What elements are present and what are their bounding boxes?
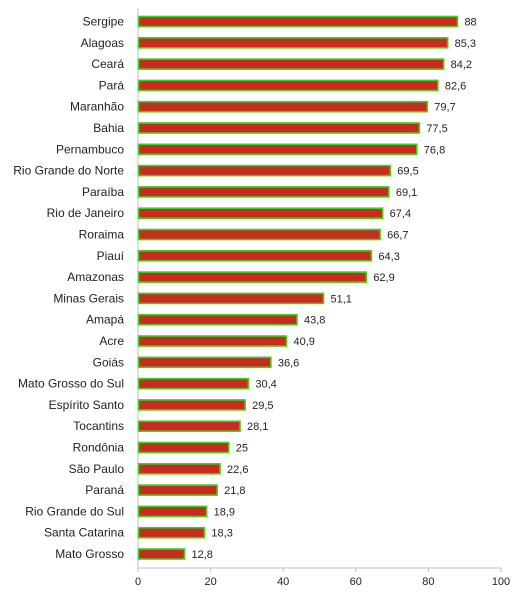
value-label: 62,9: [373, 272, 394, 284]
x-tick-label: 60: [350, 576, 362, 588]
bar: [137, 122, 421, 134]
bar: [137, 441, 230, 454]
category-label: Paraíba: [82, 185, 124, 199]
value-label: 12,8: [191, 549, 212, 561]
bar: [137, 15, 459, 28]
category-label: Mato Grosso: [55, 547, 124, 561]
value-label: 84,2: [451, 59, 472, 71]
value-label: 88: [464, 17, 476, 29]
bar: [137, 505, 208, 518]
bar: [137, 250, 373, 262]
category-label: Santa Catarina: [44, 526, 124, 540]
bar: [137, 292, 325, 305]
value-label: 51,1: [330, 293, 351, 305]
category-label: Ceará: [91, 57, 124, 71]
category-label: Rio Grande do Norte: [13, 164, 124, 178]
bar: [137, 228, 381, 241]
bar: [137, 335, 288, 347]
category-label: Maranhão: [70, 100, 124, 114]
x-tick-label: 20: [204, 576, 216, 588]
bar: [137, 462, 221, 475]
bar: [137, 100, 429, 113]
value-label: 21,8: [224, 485, 245, 497]
bar: [137, 548, 186, 560]
bar: [137, 484, 218, 496]
category-label: Amapá: [86, 313, 124, 327]
value-label: 66,7: [387, 230, 408, 242]
value-label: 18,3: [211, 528, 232, 540]
category-label: Acre: [99, 334, 124, 348]
value-label: 36,6: [278, 357, 299, 369]
category-label: Piauí: [97, 249, 125, 263]
category-label: Sergipe: [83, 15, 125, 29]
value-label: 69,5: [397, 166, 418, 178]
x-tick-label: 80: [422, 576, 434, 588]
value-label: 85,3: [455, 38, 476, 50]
category-label: Rondônia: [73, 441, 125, 455]
bar: [137, 186, 390, 198]
value-label: 79,7: [434, 102, 455, 114]
bar: [137, 79, 439, 92]
category-label: Amazonas: [67, 270, 124, 284]
category-label: Pernambuco: [56, 142, 124, 156]
category-label: Pará: [99, 78, 125, 92]
bar: [137, 58, 445, 70]
value-label: 76,8: [424, 144, 445, 156]
value-label: 25: [236, 443, 248, 455]
value-label: 30,4: [255, 379, 276, 391]
value-label: 28,1: [247, 421, 268, 433]
bar: [137, 36, 449, 49]
category-label: Roraima: [79, 228, 125, 242]
value-label: 69,1: [396, 187, 417, 199]
bar: [137, 526, 206, 539]
bar: [137, 207, 384, 219]
value-label: 22,6: [227, 464, 248, 476]
value-label: 40,9: [293, 336, 314, 348]
bar: [137, 356, 272, 369]
value-label: 43,8: [304, 315, 325, 327]
bar: [137, 143, 418, 156]
value-label: 82,6: [445, 80, 466, 92]
x-tick-label: 0: [135, 576, 141, 588]
category-label: Tocantins: [73, 419, 124, 433]
bar: [137, 313, 298, 326]
bar: [137, 377, 250, 390]
bar: [137, 164, 392, 177]
value-label: 29,5: [252, 400, 273, 412]
category-label: Goiás: [93, 355, 124, 369]
value-label: 18,9: [214, 506, 235, 518]
category-label: São Paulo: [69, 462, 125, 476]
bar: [137, 420, 241, 433]
bar: [137, 399, 246, 411]
bar: [137, 271, 368, 283]
x-tick-label: 100: [492, 576, 510, 588]
value-label: 64,3: [378, 251, 399, 263]
x-tick-label: 40: [277, 576, 289, 588]
value-label: 67,4: [390, 208, 411, 220]
value-label: 77,5: [426, 123, 447, 135]
category-label: Espírito Santo: [49, 398, 125, 412]
category-label: Minas Gerais: [53, 291, 124, 305]
category-label: Rio de Janeiro: [47, 206, 125, 220]
category-label: Bahia: [93, 121, 124, 135]
category-label: Paraná: [85, 483, 124, 497]
category-label: Rio Grande do Sul: [25, 504, 124, 518]
category-label: Alagoas: [81, 36, 124, 50]
category-label: Mato Grosso do Sul: [18, 377, 124, 391]
